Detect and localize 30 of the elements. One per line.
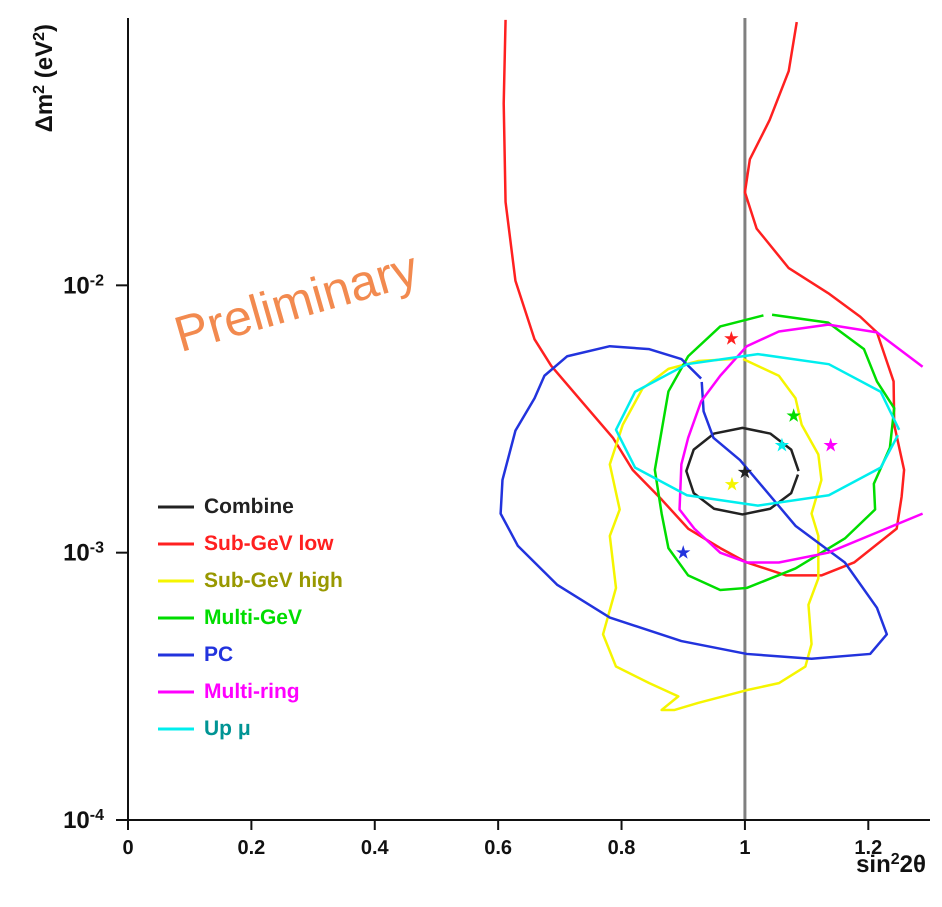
line-series [499,344,888,660]
point [738,464,752,478]
y-tick-label: 10$^{-4}$ [63,806,104,834]
x-tick-label: 0.2 [237,837,266,859]
x-tick-label: 0.4 [360,837,390,859]
point [724,331,739,345]
point [774,438,790,452]
y-tick-label: 10$^{-3}$ [63,539,104,567]
legend-label: Sub-GeV low [204,532,334,556]
x-tick-label: 1 [739,837,750,859]
x-tick-label: 0.8 [608,837,636,859]
line-series [654,314,896,592]
legend-label: Up μ [204,716,251,740]
legend-label: Multi-GeV [204,606,302,630]
line-series [678,323,924,564]
legend-label: Combine [204,494,294,518]
line-series [502,18,906,577]
legend-label: Multi-ring [204,680,300,704]
y-tick-label: 10$^{-2}$ [63,272,104,300]
line-series [685,426,800,516]
x-tick-label: 0.6 [484,837,512,859]
line-series [602,358,823,712]
point [823,438,838,452]
point [676,545,690,559]
point [786,408,801,422]
point [724,476,740,491]
x-tick-label: 0 [122,837,134,859]
legend-label: Sub-GeV high [204,568,343,592]
line-series [614,352,900,507]
legend-label: PC [204,642,234,666]
